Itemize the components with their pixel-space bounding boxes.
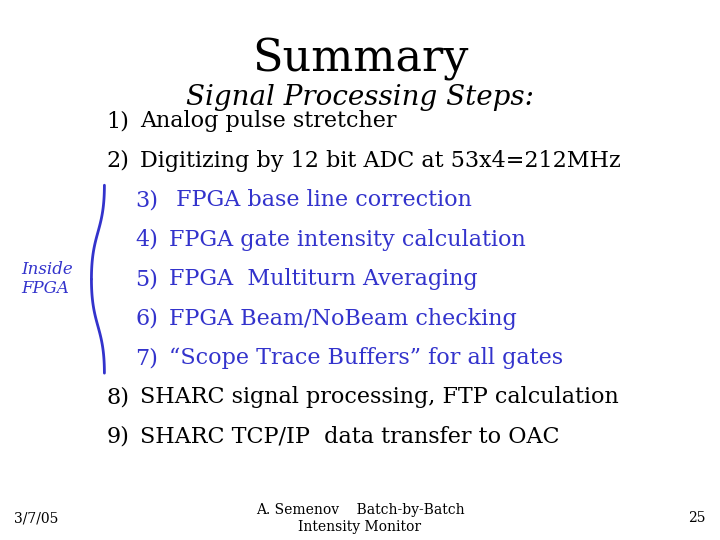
Text: 5): 5): [135, 268, 158, 290]
Text: 1): 1): [107, 111, 130, 132]
Text: Inside
FPGA: Inside FPGA: [22, 261, 73, 298]
Text: 8): 8): [107, 387, 130, 408]
Text: 3/7/05: 3/7/05: [14, 511, 59, 525]
Text: A. Semenov    Batch-by-Batch
Intensity Monitor: A. Semenov Batch-by-Batch Intensity Moni…: [256, 503, 464, 534]
Text: FPGA gate intensity calculation: FPGA gate intensity calculation: [169, 229, 526, 251]
Text: 3): 3): [135, 190, 158, 211]
Text: Summary: Summary: [252, 38, 468, 81]
Text: “Scope Trace Buffers” for all gates: “Scope Trace Buffers” for all gates: [169, 347, 563, 369]
Text: FPGA base line correction: FPGA base line correction: [169, 190, 472, 211]
Text: FPGA Beam/NoBeam checking: FPGA Beam/NoBeam checking: [169, 308, 517, 329]
Text: FPGA  Multiturn Averaging: FPGA Multiturn Averaging: [169, 268, 478, 290]
Text: 6): 6): [135, 308, 158, 329]
Text: 2): 2): [107, 150, 130, 172]
Text: Digitizing by 12 bit ADC at 53x4=212MHz: Digitizing by 12 bit ADC at 53x4=212MHz: [140, 150, 621, 172]
Text: 25: 25: [688, 511, 706, 525]
Text: 4): 4): [135, 229, 158, 251]
Text: Analog pulse stretcher: Analog pulse stretcher: [140, 111, 397, 132]
Text: 9): 9): [107, 426, 130, 448]
Text: Signal Processing Steps:: Signal Processing Steps:: [186, 84, 534, 111]
Text: SHARC TCP/IP  data transfer to OAC: SHARC TCP/IP data transfer to OAC: [140, 426, 560, 448]
Text: 7): 7): [135, 347, 158, 369]
Text: SHARC signal processing, FTP calculation: SHARC signal processing, FTP calculation: [140, 387, 619, 408]
